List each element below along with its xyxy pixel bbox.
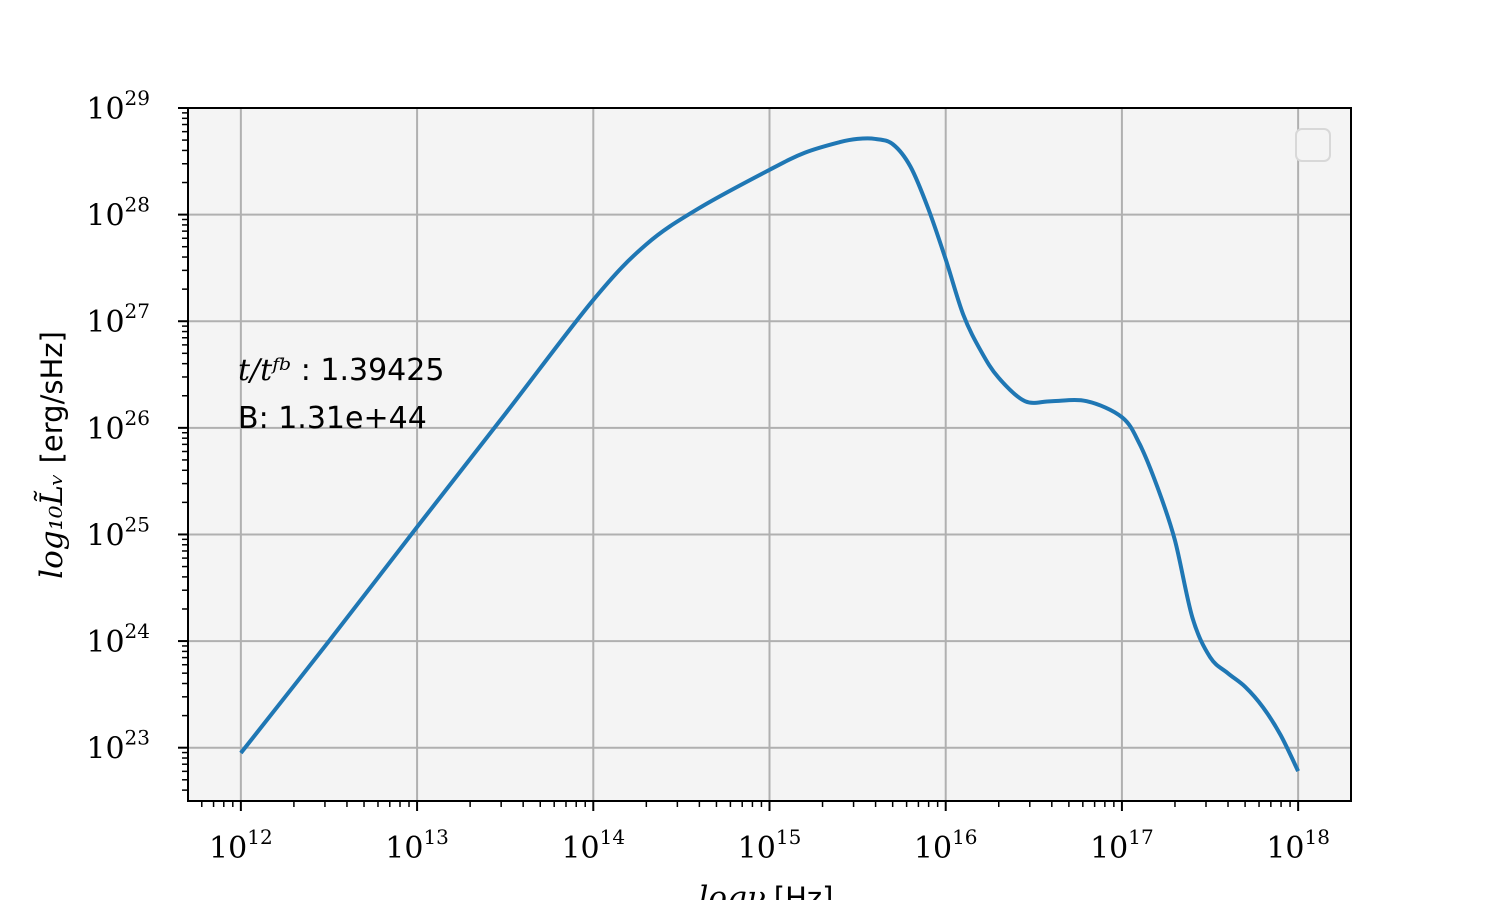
- y-tick-exp: 25: [125, 512, 150, 536]
- y-tick-base: 10: [86, 305, 124, 340]
- y-tick-base: 10: [86, 732, 124, 767]
- y-tick-base: 10: [86, 92, 124, 127]
- y-tick-label: 1029: [86, 86, 150, 127]
- series-layer: [239, 136, 1300, 773]
- x-tick-base: 10: [209, 831, 247, 866]
- x-tick-exp: 12: [247, 825, 272, 849]
- y-tick-base: 10: [86, 412, 124, 447]
- y-tick-exp: 26: [125, 406, 150, 430]
- x-tick-base: 10: [561, 831, 599, 866]
- x-tick-label: 1015: [738, 825, 802, 866]
- y-tick-exp: 28: [125, 193, 150, 217]
- y-tick-label: 1025: [86, 512, 150, 553]
- x-axis-label-math: logν: [699, 880, 766, 900]
- y-tick-label: 1026: [86, 406, 150, 447]
- x-tick-label: 1014: [561, 825, 625, 866]
- y-tick-exp: 27: [125, 299, 150, 323]
- y-tick-label: 1024: [86, 619, 150, 660]
- annotation-value: : 1.39425: [291, 353, 444, 388]
- x-tick-exp: 15: [776, 825, 801, 849]
- series-line: [239, 136, 1300, 773]
- annotation-line-1: t/tᶠᵇ : 1.39425: [238, 353, 444, 388]
- x-tick-label: 1018: [1266, 825, 1330, 866]
- ticks-layer: [178, 107, 1300, 811]
- x-axis-label-unit: [Hz]: [774, 881, 834, 900]
- x-tick-label: 1012: [209, 825, 273, 866]
- annotation-line-2: B: 1.31e+44: [238, 401, 427, 436]
- y-axis-label-unit: [erg/sHz]: [35, 331, 69, 463]
- y-tick-label: 1028: [86, 193, 150, 234]
- x-tick-exp: 16: [952, 825, 977, 849]
- x-tick-label: 1017: [1090, 825, 1154, 866]
- x-tick-exp: 14: [600, 825, 625, 849]
- x-tick-label: 1013: [385, 825, 449, 866]
- annotation: t/tᶠᵇ : 1.39425 B: 1.31e+44: [238, 353, 444, 436]
- x-tick-exp: 13: [423, 825, 448, 849]
- y-axis-label-math: log₁₀L̃ᵥ: [33, 473, 70, 578]
- x-axis-label: logν [Hz]: [699, 880, 834, 900]
- y-tick-base: 10: [86, 199, 124, 234]
- y-tick-base: 10: [86, 518, 124, 553]
- y-tick-exp: 29: [125, 86, 150, 110]
- x-tick-labels: 1012 1013 1014 1015 1016 1017 1018: [209, 825, 1330, 866]
- y-tick-exp: 24: [125, 619, 150, 643]
- y-tick-label: 1023: [86, 726, 150, 767]
- x-tick-label: 1016: [914, 825, 978, 866]
- y-tick-label: 1027: [86, 299, 150, 340]
- x-tick-exp: 17: [1128, 825, 1153, 849]
- x-tick-base: 10: [1090, 831, 1128, 866]
- y-tick-exp: 23: [125, 726, 150, 750]
- x-tick-base: 10: [738, 831, 776, 866]
- legend-box: [1295, 128, 1331, 162]
- annotation-math: t/tᶠᵇ: [238, 353, 291, 388]
- x-tick-base: 10: [1266, 831, 1304, 866]
- x-tick-base: 10: [914, 831, 952, 866]
- x-tick-exp: 18: [1305, 825, 1330, 849]
- y-tick-base: 10: [86, 625, 124, 660]
- y-axis-label: log₁₀L̃ᵥ [erg/sHz]: [33, 331, 70, 579]
- x-tick-base: 10: [385, 831, 423, 866]
